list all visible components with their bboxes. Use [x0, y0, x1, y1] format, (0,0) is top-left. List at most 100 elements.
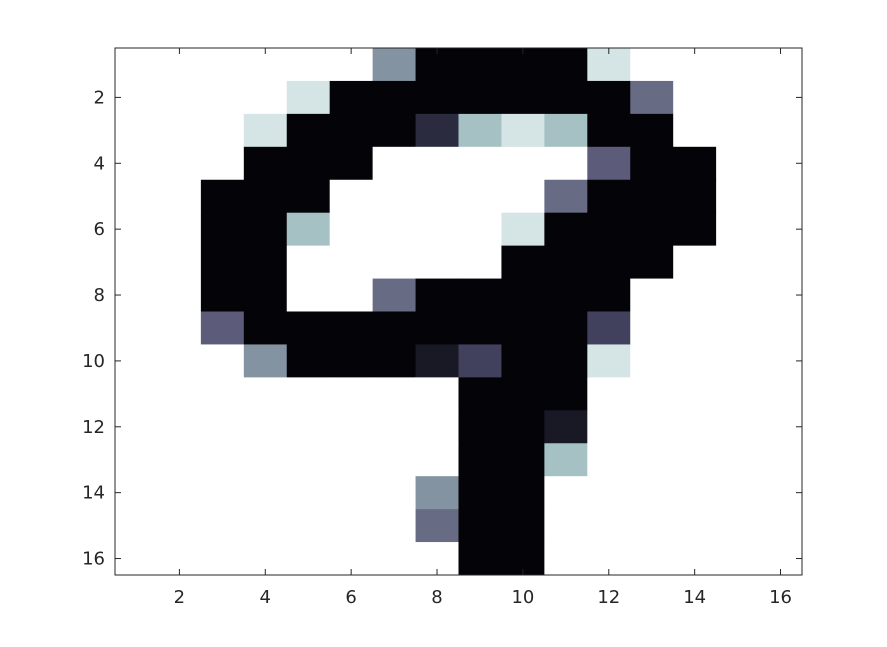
heatmap-cell	[329, 344, 374, 378]
heatmap-cell	[587, 80, 631, 115]
heatmap-cell	[458, 344, 502, 378]
heatmap-cell	[587, 179, 631, 214]
heatmap-cell	[716, 509, 760, 543]
heatmap-cell	[630, 48, 674, 82]
heatmap-cell	[673, 344, 717, 378]
heatmap-cell	[630, 80, 674, 115]
heatmap-cell	[286, 245, 331, 280]
heatmap-cell	[716, 476, 760, 510]
heatmap-cell	[200, 245, 245, 280]
y-tick-label: 16	[82, 549, 105, 570]
heatmap-cell	[544, 509, 588, 543]
heatmap-cell	[458, 245, 502, 280]
heatmap-cell	[286, 179, 331, 214]
heatmap-cell	[458, 113, 502, 148]
heatmap-cell	[673, 278, 717, 312]
heatmap-cell	[501, 245, 545, 280]
heatmap-cell	[243, 80, 288, 115]
heatmap-cell	[115, 377, 159, 411]
heatmap-cell	[716, 48, 760, 82]
heatmap-cell	[372, 80, 417, 115]
heatmap-cell	[673, 377, 717, 411]
heatmap-cell	[286, 443, 331, 477]
heatmap-cell	[372, 377, 417, 411]
heatmap-cell	[243, 311, 288, 345]
heatmap-cell	[587, 443, 631, 477]
heatmap-cell	[673, 179, 717, 214]
heatmap-cell	[329, 443, 374, 477]
heatmap-cell	[329, 80, 374, 115]
axes-frame	[114, 47, 803, 576]
heatmap-cell	[415, 476, 459, 510]
heatmap-cell	[587, 311, 631, 345]
heatmap-cell	[415, 113, 459, 148]
heatmap-cell	[115, 443, 159, 477]
heatmap-cell	[200, 410, 245, 444]
heatmap-cell	[329, 311, 374, 345]
y-tick-label: 12	[82, 417, 105, 438]
heatmap-cells	[115, 48, 803, 576]
heatmap-cell	[329, 146, 374, 181]
heatmap-cell	[286, 212, 331, 247]
heatmap-cell	[415, 245, 459, 280]
heatmap-cell	[630, 410, 674, 444]
heatmap-cell	[200, 212, 245, 247]
heatmap-cell	[115, 212, 159, 247]
heatmap-cell	[243, 509, 288, 543]
heatmap-cell	[716, 344, 760, 378]
heatmap-cell	[115, 113, 159, 148]
heatmap-cell	[115, 48, 159, 82]
heatmap-cell	[673, 509, 717, 543]
heatmap-cell	[673, 410, 717, 444]
heatmap-cell	[544, 245, 588, 280]
heatmap-cell	[587, 278, 631, 312]
heatmap-cell	[458, 212, 502, 247]
heatmap-cell	[157, 212, 202, 247]
y-axis-ticks: 2 4 6 8 10 12 14 16	[82, 87, 802, 570]
heatmap-cell	[587, 509, 631, 543]
heatmap-cell	[415, 278, 459, 312]
heatmap-cell	[243, 278, 288, 312]
heatmap-cell	[458, 179, 502, 214]
heatmap-cell	[630, 113, 674, 148]
heatmap-cell	[587, 476, 631, 510]
heatmap-cell	[544, 113, 588, 148]
heatmap-cell	[630, 278, 674, 312]
heatmap-cell	[157, 476, 202, 510]
heatmap-cell	[329, 278, 374, 312]
heatmap-cell	[501, 443, 545, 477]
heatmap-cell	[286, 48, 331, 82]
heatmap-cell	[286, 146, 331, 181]
heatmap-cell	[501, 311, 545, 345]
heatmap-cell	[157, 179, 202, 214]
heatmap-cell	[157, 278, 202, 312]
heatmap-cell	[286, 311, 331, 345]
heatmap-cell	[673, 212, 717, 247]
heatmap-cell	[415, 377, 459, 411]
heatmap-cell	[458, 443, 502, 477]
heatmap-cell	[673, 80, 717, 115]
heatmap-cell	[157, 344, 202, 378]
x-tick-label: 10	[511, 587, 534, 608]
heatmap-cell	[587, 344, 631, 378]
heatmap-cell	[372, 146, 417, 181]
heatmap-cell	[329, 476, 374, 510]
heatmap-cell	[630, 311, 674, 345]
heatmap-cell	[115, 179, 159, 214]
heatmap-cell	[200, 80, 245, 115]
heatmap-cell	[329, 377, 374, 411]
heatmap-cell	[759, 377, 803, 411]
heatmap-cell	[415, 344, 459, 378]
heatmap-cell	[544, 542, 588, 576]
heatmap-cell	[372, 443, 417, 477]
heatmap-cell	[372, 245, 417, 280]
heatmap-cell	[243, 245, 288, 280]
heatmap-cell	[286, 113, 331, 148]
heatmap-cell	[115, 410, 159, 444]
heatmap-cell	[157, 443, 202, 477]
heatmap-cell	[243, 179, 288, 214]
heatmap-cell	[329, 113, 374, 148]
heatmap-cell	[759, 278, 803, 312]
heatmap-cell	[587, 377, 631, 411]
